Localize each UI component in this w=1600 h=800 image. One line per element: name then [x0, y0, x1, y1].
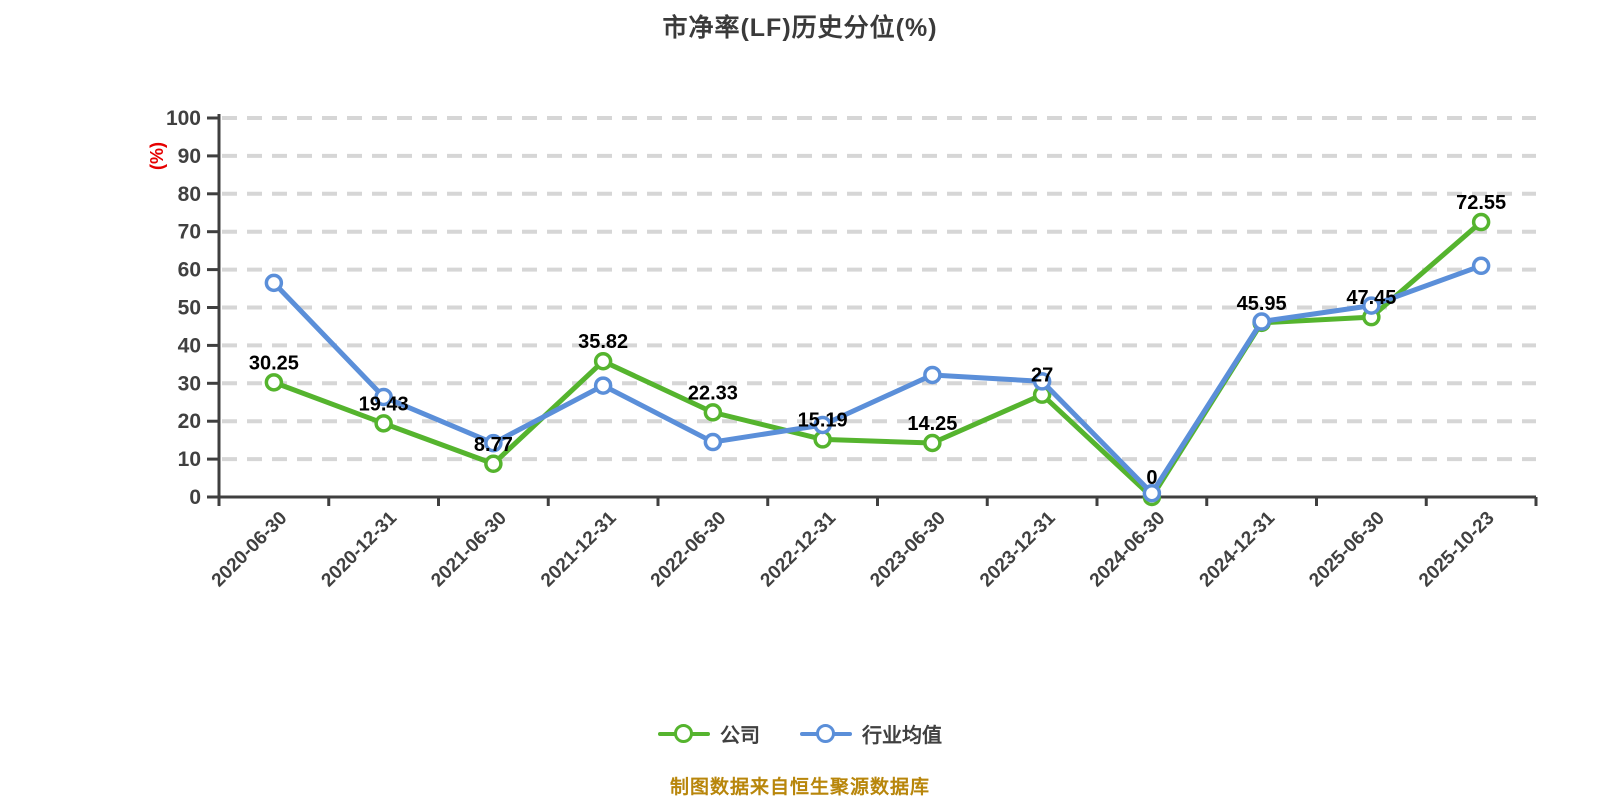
industry-data-point[interactable] [264, 273, 284, 293]
company-data-point[interactable] [484, 454, 503, 474]
y-tick-label: 90 [178, 145, 201, 168]
data-point-label: 0 [1146, 467, 1157, 489]
data-point-label: 15.19 [798, 409, 848, 431]
legend-label-company: 公司 [720, 725, 760, 747]
industry-data-point[interactable] [1362, 296, 1381, 315]
y-tick-label: 30 [178, 372, 201, 395]
x-tick-label: 2022-06-30 [647, 508, 731, 592]
y-tick-label: 60 [178, 259, 201, 282]
industry-legend-marker-icon [800, 723, 852, 745]
x-tick-label: 2023-06-30 [866, 508, 950, 592]
x-tick-label: 2024-06-30 [1086, 508, 1170, 592]
industry-data-point[interactable] [1142, 483, 1162, 503]
y-tick-label: 10 [178, 448, 201, 471]
industry-data-point[interactable] [484, 433, 503, 453]
data-source-footer: 制图数据来自恒生聚源数据库 [669, 777, 930, 798]
y-tick-label: 40 [178, 334, 201, 357]
data-point-label: 27 [1031, 365, 1053, 387]
data-point-label: 30.25 [249, 352, 299, 374]
y-tick-label: 20 [178, 410, 201, 433]
data-point-label: 45.95 [1237, 293, 1287, 315]
data-point-label: 14.25 [907, 413, 957, 435]
industry-data-point[interactable] [813, 415, 832, 435]
y-tick-label: 100 [166, 107, 201, 130]
x-tick-label: 2024-12-31 [1196, 507, 1280, 591]
legend: 公司 行业均值 [0, 719, 1600, 748]
company-data-point[interactable] [1471, 212, 1491, 232]
x-tick-label: 2020-12-31 [318, 507, 402, 591]
data-point-label: 35.82 [578, 331, 628, 353]
x-tick-label: 2023-12-31 [976, 507, 1060, 591]
company-series-line [271, 219, 1484, 500]
x-tick-label: 2022-12-31 [757, 507, 841, 591]
y-tick-label: 70 [178, 221, 201, 244]
data-point-label: 22.33 [688, 382, 738, 404]
data-point-label: 72.55 [1456, 192, 1506, 214]
company-data-point[interactable] [923, 433, 942, 453]
legend-item-company[interactable]: 公司 [658, 719, 760, 748]
industry-data-point[interactable] [593, 376, 613, 395]
legend-label-industry-average: 行业均值 [862, 725, 942, 747]
data-point-label: 8.77 [474, 434, 513, 456]
data-point-label: 19.43 [359, 393, 409, 415]
industry-data-point[interactable] [703, 432, 723, 452]
company-data-point[interactable] [593, 351, 613, 371]
industry-data-point[interactable] [923, 365, 942, 385]
x-tick-label: 2021-06-30 [427, 508, 511, 592]
industry-data-point[interactable] [1471, 256, 1491, 276]
industry-data-point[interactable] [374, 387, 393, 407]
y-tick-label: 0 [189, 486, 201, 509]
industry-series-line [271, 263, 1484, 496]
company-data-point[interactable] [264, 373, 284, 392]
y-tick-label: 80 [178, 183, 201, 206]
company-data-point[interactable] [703, 403, 723, 422]
x-tick-label: 2025-10-23 [1415, 508, 1499, 592]
y-tick-label: 50 [178, 297, 201, 320]
company-legend-marker-icon [658, 723, 710, 745]
company-data-point[interactable] [374, 414, 393, 433]
data-point-label: 47.45 [1346, 287, 1396, 309]
industry-data-point[interactable] [1032, 372, 1052, 391]
chart-title: 市净率(LF)历史分位(%) [662, 14, 938, 42]
industry-data-point[interactable] [1252, 312, 1271, 331]
x-tick-label: 2025-06-30 [1305, 508, 1389, 592]
x-tick-label: 2021-12-31 [537, 507, 621, 591]
x-tick-label: 2020-06-30 [208, 508, 292, 592]
legend-item-industry-average[interactable]: 行业均值 [800, 719, 942, 748]
